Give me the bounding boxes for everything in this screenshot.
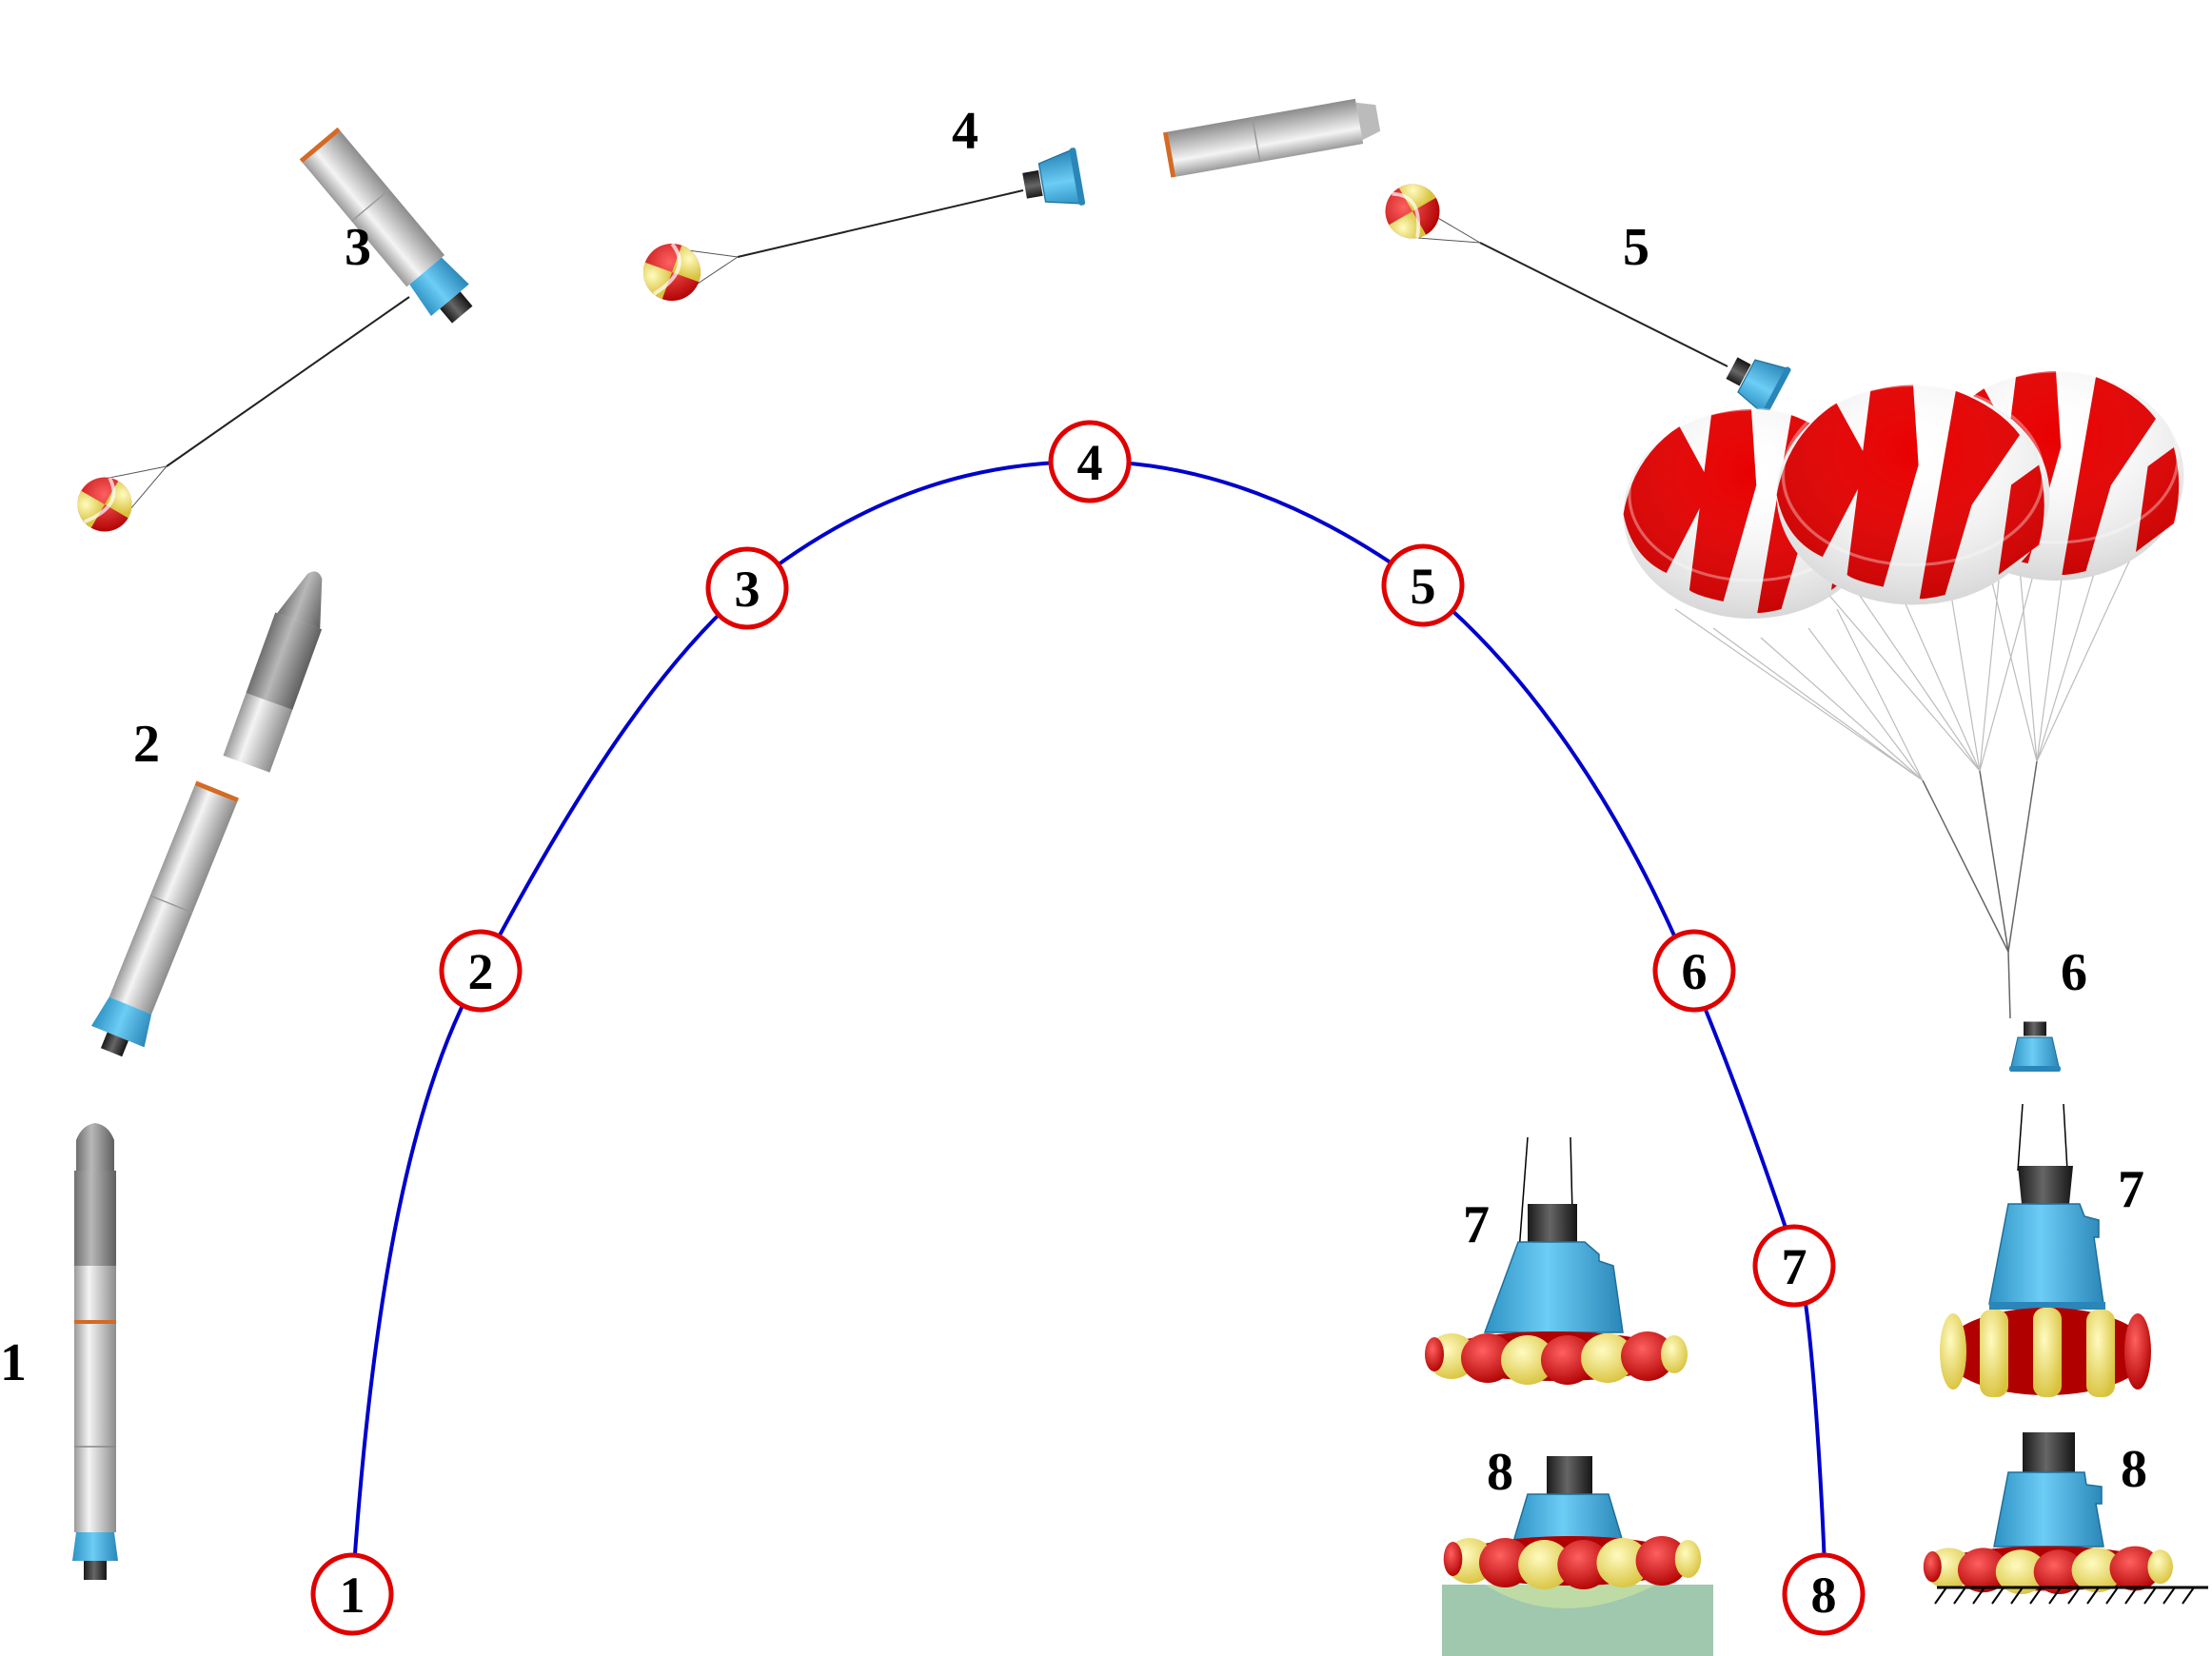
stage-3-drogue-deploy: 3 [68, 128, 482, 542]
marker-label: 8 [1811, 1567, 1837, 1624]
marker-label: 2 [468, 943, 494, 1000]
trajectory-marker-8: 8 [1785, 1555, 1863, 1633]
stage-7-left-label: 7 [1463, 1195, 1490, 1254]
stage-8-left-water-landing: 8 [1442, 1443, 1713, 1656]
stage-4-apex: 4 [636, 95, 1382, 308]
stage-8-right-ground-landing: 8 [1924, 1432, 2208, 1604]
stage-3-label: 3 [345, 218, 371, 277]
trajectory-arc [352, 462, 1826, 1594]
marker-label: 7 [1782, 1238, 1807, 1295]
stage-7-right-airbag: 7 [1940, 1104, 2151, 1397]
trajectory: 1 2 3 4 5 6 7 8 [313, 423, 1863, 1633]
stage-5-descent: 5 [1375, 174, 1791, 417]
trajectory-marker-1: 1 [313, 1555, 391, 1633]
stage-8-left-label: 8 [1487, 1443, 1513, 1502]
marker-label: 3 [735, 561, 760, 618]
trajectory-marker-6: 6 [1655, 932, 1733, 1010]
stage-2-label: 2 [133, 715, 160, 774]
stage-6-label: 6 [2061, 943, 2087, 1002]
stage-8-right-label: 8 [2121, 1440, 2147, 1499]
stage-1-label: 1 [0, 1333, 27, 1392]
marker-label: 5 [1411, 558, 1436, 615]
trajectory-marker-2: 2 [442, 932, 520, 1010]
stage-4-label: 4 [952, 102, 978, 161]
stage-5-label: 5 [1623, 218, 1649, 277]
stage-7-right-label: 7 [2118, 1160, 2144, 1219]
trajectory-marker-7: 7 [1755, 1227, 1833, 1305]
trajectory-marker-5: 5 [1384, 546, 1462, 624]
trajectory-marker-4: 4 [1051, 423, 1129, 501]
trajectory-marker-3: 3 [708, 549, 786, 627]
marker-label: 4 [1077, 434, 1103, 491]
stage-1-rocket-on-pad: 1 [0, 1123, 118, 1580]
stage-2-separation: 2 [85, 563, 340, 1063]
stage-7-left-airbag: 7 [1425, 1137, 1688, 1385]
marker-label: 6 [1682, 943, 1708, 1000]
marker-label: 1 [340, 1567, 365, 1624]
